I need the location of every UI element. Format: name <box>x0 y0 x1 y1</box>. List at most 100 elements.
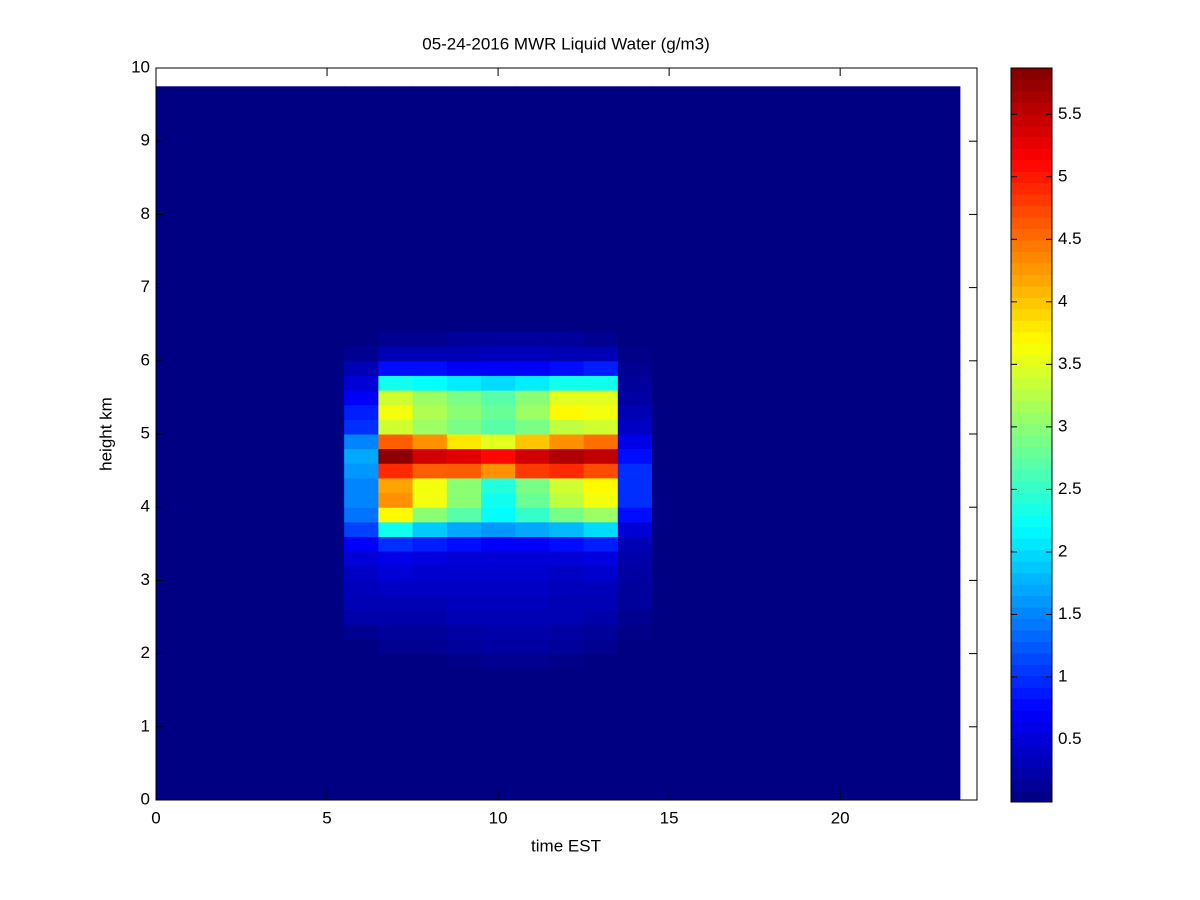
colorbar-tick-label: 1 <box>1058 666 1067 685</box>
heatmap-cell <box>344 346 379 362</box>
colorbar-swatch <box>1011 331 1052 344</box>
heatmap-cell <box>480 404 516 420</box>
heatmap-cell <box>344 86 379 333</box>
heatmap-cell <box>549 521 585 537</box>
colorbar-swatch <box>1011 136 1052 149</box>
heatmap-cell <box>378 448 414 464</box>
heatmap-cell <box>515 331 550 347</box>
x-tick-label: 10 <box>489 808 508 827</box>
heatmap-cell <box>549 346 585 362</box>
colorbar-swatch <box>1011 744 1052 757</box>
colorbar-swatch <box>1011 297 1052 310</box>
y-tick-label: 2 <box>141 643 150 662</box>
heatmap-cell <box>617 390 653 406</box>
colorbar-swatch <box>1011 274 1052 287</box>
colorbar-swatch <box>1011 641 1052 654</box>
heatmap-cell <box>344 419 379 435</box>
heatmap-cell <box>480 624 516 640</box>
heatmap-cell <box>156 346 345 362</box>
heatmap-cell <box>515 580 550 596</box>
heatmap-cell <box>583 448 619 464</box>
colorbar-swatch <box>1011 687 1052 700</box>
heatmap-cell <box>549 595 585 611</box>
heatmap-cell <box>480 536 516 552</box>
heatmap-cell <box>412 86 448 333</box>
heatmap-cell <box>549 536 585 552</box>
heatmap-cell <box>344 624 379 640</box>
heatmap-cell <box>583 580 619 596</box>
heatmap-cell <box>378 638 414 655</box>
colorbar-swatch <box>1011 595 1052 608</box>
colorbar-swatch <box>1011 343 1052 356</box>
heatmap-cell <box>652 390 961 406</box>
heatmap-cell <box>549 668 585 801</box>
heatmap-cell <box>480 653 516 669</box>
heatmap-cell <box>515 507 550 523</box>
heatmap-cell <box>617 360 653 376</box>
heatmap-cell <box>344 638 379 655</box>
colorbar-swatch <box>1011 320 1052 333</box>
heatmap-cell <box>446 609 482 625</box>
colorbar-tick-label: 5.5 <box>1058 104 1082 123</box>
heatmap-cell <box>515 477 550 494</box>
heatmap-cell <box>515 638 550 655</box>
heatmap-cell <box>378 551 414 567</box>
heatmap-cell <box>515 419 550 435</box>
heatmap-cell <box>480 419 516 435</box>
heatmap-cell <box>652 448 961 464</box>
heatmap-cell <box>515 448 550 464</box>
heatmap-cell <box>156 404 345 420</box>
heatmap-cell <box>378 609 414 625</box>
heatmap-cell <box>446 624 482 640</box>
heatmap-cell <box>156 477 345 494</box>
heatmap-cell <box>480 492 516 508</box>
heatmap-cell <box>480 551 516 567</box>
heatmap-cell <box>156 565 345 581</box>
heatmap-cell <box>549 375 585 391</box>
heatmap-cell <box>446 653 482 669</box>
heatmap-cell <box>549 477 585 494</box>
colorbar-swatch <box>1011 480 1052 493</box>
colorbar-swatch <box>1011 182 1052 195</box>
heatmap-cell <box>515 492 550 508</box>
colorbar-swatch <box>1011 790 1052 803</box>
heatmap-cell <box>515 463 550 479</box>
heatmap-cell <box>412 360 448 376</box>
heatmap-cell <box>549 492 585 508</box>
heatmap-cell <box>652 86 961 333</box>
heatmap-cell <box>583 536 619 552</box>
heatmap-cell <box>378 580 414 596</box>
heatmap-cell <box>344 565 379 581</box>
heatmap-cell <box>583 565 619 581</box>
heatmap-cell <box>549 86 585 333</box>
heatmap-cell <box>378 404 414 420</box>
heatmap-cell <box>652 346 961 362</box>
y-tick-label: 9 <box>141 131 150 150</box>
heatmap-cell <box>515 609 550 625</box>
heatmap-cell <box>446 668 482 801</box>
colorbar-swatch <box>1011 194 1052 207</box>
heatmap-cell <box>378 521 414 537</box>
heatmap-cell <box>617 463 653 479</box>
colorbar-swatch <box>1011 262 1052 275</box>
heatmap-cell <box>378 360 414 376</box>
colorbar-swatch <box>1011 572 1052 585</box>
heatmap-cell <box>652 580 961 596</box>
colorbar-tick-label: 2 <box>1058 541 1067 560</box>
heatmap-cell <box>515 390 550 406</box>
heatmap-cell <box>515 360 550 376</box>
colorbar-tick-label: 4.5 <box>1058 229 1082 248</box>
heatmap-cell <box>446 477 482 494</box>
heatmap-cell <box>446 507 482 523</box>
heatmap-cell <box>549 580 585 596</box>
heatmap-cell <box>652 434 961 450</box>
y-tick-label: 10 <box>131 57 150 76</box>
heatmap-cell <box>378 536 414 552</box>
colorbar-swatch <box>1011 354 1052 367</box>
heatmap-cell <box>617 595 653 611</box>
colorbar-swatch <box>1011 779 1052 792</box>
heatmap-cell <box>617 492 653 508</box>
heatmap-cell <box>652 638 961 655</box>
colorbar-swatch <box>1011 171 1052 184</box>
